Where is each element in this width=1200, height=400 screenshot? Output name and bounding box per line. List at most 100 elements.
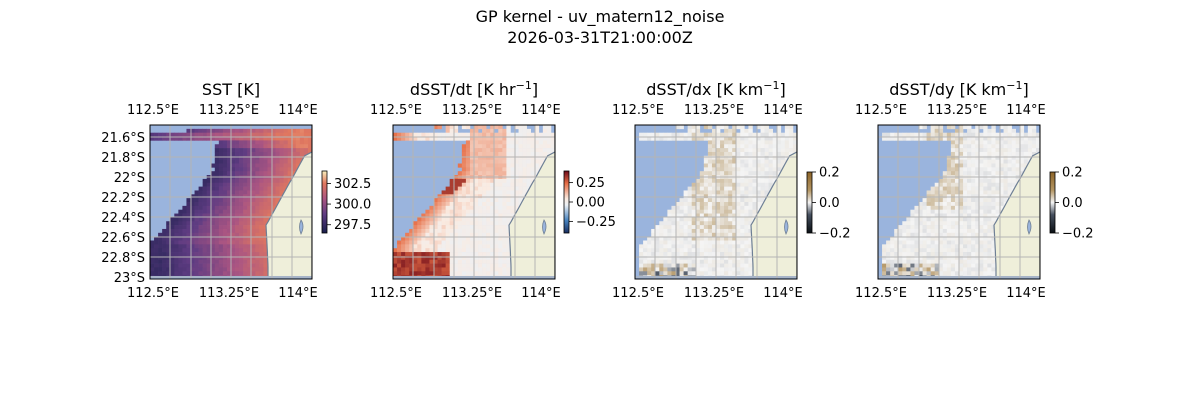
heatmap-cell (494, 125, 499, 130)
heatmap-cell (218, 159, 224, 164)
heatmap-cell (425, 132, 430, 137)
heatmap-cell (1019, 148, 1025, 153)
heatmap-cell (202, 240, 207, 245)
heatmap-cell (214, 148, 220, 153)
heatmap-cell (465, 221, 471, 226)
heatmap-cell (226, 140, 232, 145)
heatmap-cell (967, 182, 972, 187)
heatmap-cell (194, 259, 199, 264)
heatmap-cell (222, 148, 228, 153)
heatmap-cell (405, 248, 410, 253)
heatmap-cell (469, 132, 475, 137)
heatmap-cell (740, 132, 745, 137)
heatmap-cell (643, 136, 648, 141)
heatmap-cell (231, 186, 236, 191)
heatmap-cell (194, 190, 199, 195)
heatmap-cell (1003, 151, 1008, 157)
heatmap-cell (510, 148, 515, 153)
heatmap-cell (647, 248, 652, 253)
heatmap-cell (433, 228, 438, 234)
heatmap-cell (756, 132, 761, 137)
heatmap-cell (449, 205, 455, 210)
heatmap-cell (736, 167, 741, 172)
heatmap-cell (474, 205, 479, 210)
heatmap-cell (231, 232, 236, 237)
heatmap-cell (421, 217, 426, 222)
heatmap-cell (950, 182, 956, 187)
heatmap-cell (283, 167, 288, 172)
heatmap-cell (679, 132, 684, 137)
heatmap-cell (425, 213, 430, 218)
heatmap-cell (231, 217, 236, 222)
heatmap-cell (971, 144, 976, 149)
heatmap-cell (287, 151, 293, 157)
heatmap-cell (768, 163, 773, 168)
heatmap-cell (979, 148, 984, 153)
heatmap-cell (498, 151, 503, 157)
heatmap-cell (259, 144, 264, 149)
heatmap-cell (1019, 171, 1025, 176)
heatmap-cell (478, 140, 483, 145)
heatmap-cell (263, 128, 268, 133)
heatmap-cell (711, 178, 717, 184)
heatmap-cell (950, 202, 956, 207)
heatmap-cell (987, 186, 992, 191)
heatmap-cell (498, 205, 503, 210)
heatmap-cell (474, 236, 479, 241)
heatmap-cell (963, 163, 968, 168)
heatmap-cell (772, 140, 778, 145)
heatmap-cell (639, 271, 644, 276)
heatmap-cell (910, 213, 915, 218)
heatmap-cell (482, 221, 487, 226)
heatmap-cell (409, 236, 414, 241)
heatmap-cell (494, 213, 499, 218)
heatmap-cell (748, 194, 753, 199)
heatmap-cell (453, 213, 459, 218)
heatmap-cell (679, 232, 684, 237)
heatmap-cell (736, 240, 741, 245)
heatmap-cell (445, 267, 450, 272)
heatmap-cell (732, 190, 737, 195)
heatmap-cell (231, 144, 236, 149)
heatmap-cell (194, 136, 199, 141)
heatmap-cell (542, 144, 548, 149)
heatmap-cell (198, 240, 203, 245)
heatmap-cell (226, 221, 232, 226)
heatmap-cell (768, 148, 773, 153)
heatmap-cell (971, 267, 976, 272)
heatmap-cell (247, 128, 252, 133)
heatmap-cell (478, 217, 483, 222)
heatmap-cell (983, 186, 988, 191)
heatmap-cell (283, 144, 288, 149)
heatmap-cell (946, 159, 952, 164)
heatmap-cell (393, 263, 398, 268)
heatmap-cell (724, 182, 729, 187)
heatmap-cell (784, 136, 790, 141)
heatmap-cell (166, 225, 171, 230)
heatmap-cell (255, 267, 260, 272)
heatmap-cell (740, 228, 745, 234)
heatmap-cell (478, 259, 483, 264)
heatmap-cell (194, 228, 199, 234)
heatmap-cell (898, 259, 903, 264)
heatmap-cell (486, 159, 491, 164)
heatmap-cell (478, 221, 483, 226)
heatmap-cell (413, 259, 418, 264)
heatmap-cell (707, 163, 713, 168)
heatmap-cell (275, 171, 280, 176)
heatmap-cell (918, 244, 923, 249)
heatmap-cell (938, 267, 944, 272)
heatmap-cell (967, 186, 972, 191)
gridlines (150, 125, 312, 279)
heatmap-cell (764, 144, 769, 149)
heatmap-cell (991, 136, 996, 141)
heatmap-cell (691, 190, 697, 195)
heatmap-cell (222, 186, 228, 191)
heatmap-cell (934, 232, 940, 237)
heatmap-cell (938, 236, 944, 241)
heatmap-cell (752, 155, 757, 160)
heatmap-cell (162, 240, 167, 245)
heatmap-cell (226, 128, 232, 133)
heatmap-cell (675, 240, 680, 245)
heatmap-cell (716, 194, 721, 199)
